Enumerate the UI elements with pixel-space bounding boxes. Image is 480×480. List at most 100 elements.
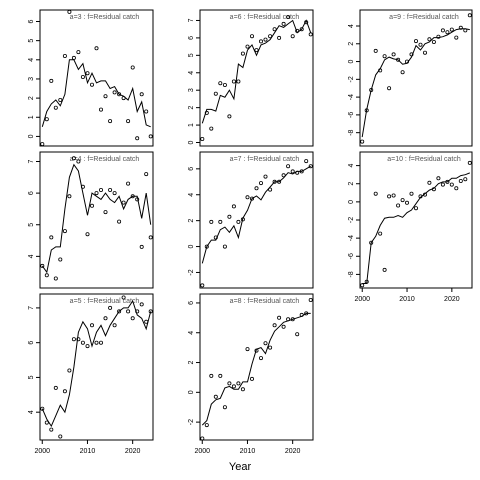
y-tick-label: 1 — [188, 123, 195, 127]
data-point — [117, 309, 122, 314]
panel-5: a=7 : f=Residual catch -2 0 2 4 6 — [188, 151, 314, 289]
data-point — [53, 276, 58, 281]
panel-title: a=9 : f=Residual catch — [389, 14, 459, 21]
y-tick-label: 2 — [348, 182, 355, 186]
panel-title: a=4 : f=Residual catch — [70, 156, 140, 163]
y-tick-label: 7 — [28, 306, 35, 310]
fitted-line — [41, 299, 152, 428]
fitted-line — [41, 59, 151, 128]
y-tick-label: 6 — [188, 167, 195, 171]
y-tick-label: -4 — [348, 94, 355, 100]
data-point — [94, 191, 99, 196]
data-point — [94, 46, 99, 51]
data-point — [139, 302, 144, 307]
fitted-line — [41, 163, 152, 274]
panel-2: a=6 : f=Residual catch 0 1 2 3 4 5 6 7 — [188, 9, 314, 147]
data-point — [290, 317, 295, 322]
y-tick-label: 0 — [188, 245, 195, 249]
y-tick-label: 4 — [188, 71, 195, 75]
data-point — [268, 34, 273, 39]
data-point — [249, 376, 254, 381]
y-tick-label: 6 — [28, 341, 35, 345]
y-tick-label: -6 — [348, 253, 355, 259]
y-tick-label: 2 — [188, 360, 195, 364]
data-point — [286, 14, 291, 19]
fitted-line — [362, 172, 470, 284]
data-point — [222, 405, 227, 410]
data-point — [400, 70, 405, 75]
data-point — [213, 91, 218, 96]
data-point — [263, 37, 268, 42]
data-point — [139, 92, 144, 97]
data-point — [299, 27, 304, 32]
x-tick-label: 2000 — [194, 448, 210, 455]
data-point — [99, 187, 104, 192]
data-point — [436, 176, 441, 181]
data-point — [126, 309, 131, 314]
data-point — [449, 182, 454, 187]
data-point — [90, 82, 95, 87]
panel-frame — [199, 151, 314, 289]
y-tick-label: 0 — [348, 200, 355, 204]
y-tick-label: -4 — [348, 235, 355, 241]
data-point — [308, 32, 313, 37]
data-point — [112, 90, 117, 95]
panel-title: a=8 : f=Residual catch — [230, 298, 300, 305]
y-tick-label: 0 — [188, 390, 195, 394]
data-point — [387, 86, 392, 91]
data-point — [396, 57, 401, 62]
data-point — [40, 263, 45, 268]
y-tick-label: 7 — [188, 18, 195, 22]
data-point — [130, 316, 135, 321]
data-point — [213, 394, 218, 399]
data-point — [249, 34, 254, 39]
x-axis-label: Year — [229, 461, 252, 473]
data-point — [204, 244, 209, 249]
y-tick-label: 6 — [28, 19, 35, 23]
data-point — [231, 204, 236, 209]
data-point — [449, 27, 454, 32]
data-point — [108, 187, 113, 192]
y-tick-label: 4 — [348, 24, 355, 28]
data-point — [80, 184, 85, 189]
y-tick-label: 4 — [188, 331, 195, 335]
data-point — [290, 169, 295, 174]
data-point — [281, 324, 286, 329]
data-point — [53, 385, 58, 390]
data-point — [227, 214, 232, 219]
y-tick-label: 1 — [28, 115, 35, 119]
data-point — [245, 347, 250, 352]
data-point — [53, 105, 58, 110]
data-point — [272, 323, 277, 328]
data-point — [369, 88, 374, 93]
y-tick-label: 2 — [28, 96, 35, 100]
data-point — [391, 193, 396, 198]
panel-3: a=9 : f=Residual catch -8 -6 -4 -2 0 2 4 — [348, 9, 473, 147]
data-point — [360, 139, 365, 144]
data-point — [135, 136, 140, 141]
panel-frame — [359, 151, 473, 289]
data-point — [364, 108, 369, 113]
data-point — [308, 164, 313, 169]
data-point — [286, 317, 291, 322]
data-point — [254, 186, 259, 191]
y-tick-label: 6 — [188, 36, 195, 40]
data-point — [112, 191, 117, 196]
data-point — [404, 59, 409, 64]
data-point — [272, 179, 277, 184]
data-point — [258, 181, 263, 186]
data-point — [117, 92, 122, 97]
data-point — [263, 174, 268, 179]
y-tick-label: 0 — [28, 134, 35, 138]
data-point — [295, 28, 300, 33]
panel-frame — [39, 293, 154, 441]
data-point — [245, 44, 250, 49]
panel-1: a=3 : f=Residual catch 0 1 2 3 4 5 6 — [28, 9, 154, 147]
data-point — [254, 348, 259, 353]
data-point — [387, 194, 392, 199]
data-point — [121, 96, 126, 101]
data-point — [71, 55, 76, 60]
x-tick-label: 2010 — [240, 448, 256, 455]
data-point — [445, 30, 450, 35]
data-point — [360, 283, 365, 288]
